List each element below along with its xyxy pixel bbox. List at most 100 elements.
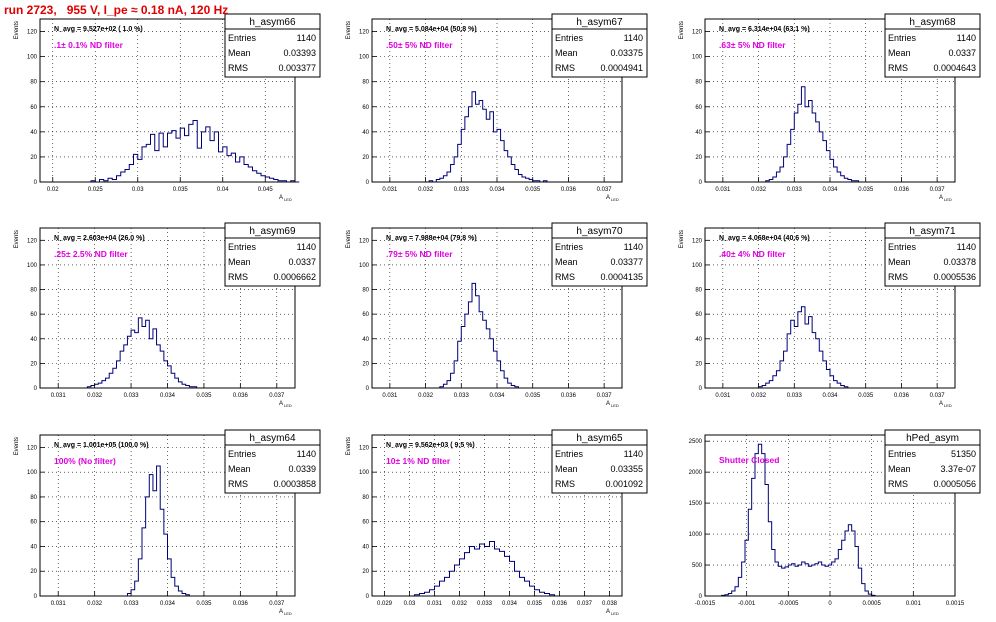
panel-h_asym64: 0.031 0.032 0.033 0.034 0.035 0.036 0.037 0 20 40… xyxy=(14,429,321,616)
y-axis-title: Events xyxy=(346,21,352,39)
x-tick-label: 0.045 xyxy=(258,187,274,193)
x-axis-title-subscript: LED xyxy=(611,197,619,202)
y-tick-label: 20 xyxy=(30,569,37,575)
x-tick-label: 0.037 xyxy=(577,601,593,607)
x-tick-label: 0.034 xyxy=(160,601,176,607)
stats-label: Mean xyxy=(555,464,578,474)
stats-label: Mean xyxy=(555,48,578,58)
x-tick-label: 0.032 xyxy=(87,393,103,399)
x-axis-title-subscript: LED xyxy=(284,197,292,202)
x-tick-label: 0.037 xyxy=(269,393,285,399)
stats-value: 51350 xyxy=(951,449,976,459)
filter-annotation: .40± 4% ND filter xyxy=(719,249,786,259)
x-axis-title: A xyxy=(939,401,943,407)
stats-title: hPed_asym xyxy=(906,433,959,444)
panel-h_asym69: 0.031 0.032 0.033 0.034 0.035 0.036 0.037 0 20 40… xyxy=(14,222,321,408)
y-tick-label: 120 xyxy=(359,30,370,36)
x-tick-label: 0.001 xyxy=(906,601,922,607)
stats-title: h_asym66 xyxy=(249,17,296,28)
stats-value: 3.37e-07 xyxy=(940,464,976,474)
stats-value: 1140 xyxy=(957,33,976,43)
y-tick-label: 0 xyxy=(366,180,370,186)
y-tick-label: 60 xyxy=(30,105,37,111)
x-tick-label: 0.037 xyxy=(597,187,613,193)
x-tick-label: 0.035 xyxy=(525,187,541,193)
x-tick-label: 0.036 xyxy=(561,393,577,399)
y-tick-label: 40 xyxy=(695,130,702,136)
x-tick-label: 0.031 xyxy=(715,187,731,193)
y-tick-label: 20 xyxy=(362,361,369,367)
stats-label: Entries xyxy=(555,242,584,252)
y-axis-title: Events xyxy=(346,230,352,248)
stats-value: 0.0339 xyxy=(288,464,316,474)
filter-annotation: .50± 5% ND filter xyxy=(386,40,453,50)
x-axis-title: A xyxy=(279,195,283,201)
stats-label: RMS xyxy=(228,272,248,282)
x-tick-label: 0.033 xyxy=(454,393,470,399)
x-tick-label: 0.025 xyxy=(88,187,104,193)
x-tick-label: 0.032 xyxy=(751,393,767,399)
y-tick-label: 1000 xyxy=(689,532,703,538)
y-tick-label: 40 xyxy=(362,337,369,343)
filter-annotation: Shutter Closed xyxy=(719,455,779,465)
y-tick-label: 100 xyxy=(692,263,703,269)
stats-label: Entries xyxy=(888,242,917,252)
y-tick-label: 100 xyxy=(359,470,370,476)
filter-annotation: 10± 1% ND filter xyxy=(386,456,451,466)
x-tick-label: 0.033 xyxy=(454,187,470,193)
filter-annotation: .25± 2.5% ND filter xyxy=(54,249,128,259)
stats-title: h_asym70 xyxy=(576,226,623,237)
y-tick-label: 20 xyxy=(695,361,702,367)
x-tick-label: 0.035 xyxy=(196,601,212,607)
y-axis-title: Events xyxy=(14,437,20,455)
stats-value: 0.0003858 xyxy=(273,479,316,489)
stats-label: RMS xyxy=(228,63,248,73)
navg-label: N_avg = 4.068e+04 (40.6 %) xyxy=(719,235,810,242)
y-tick-label: 0 xyxy=(699,180,703,186)
x-tick-label: 0.04 xyxy=(217,187,229,193)
stats-value: 1140 xyxy=(624,33,643,43)
panel-h_asym66: 0.02 0.025 0.03 0.035 0.04 0.045 0 20 40 60 80 100 1… xyxy=(14,13,321,202)
stats-box xyxy=(551,444,648,494)
x-tick-label: 0.02 xyxy=(47,187,59,193)
y-tick-label: 0 xyxy=(699,594,703,600)
y-tick-label: 40 xyxy=(30,130,37,136)
x-tick-label: 0.034 xyxy=(822,187,838,193)
y-tick-label: 0 xyxy=(34,594,38,600)
stats-value: 1140 xyxy=(297,242,316,252)
stats-box xyxy=(884,237,981,287)
x-tick-label: 0.033 xyxy=(477,601,493,607)
stats-value: 0.001092 xyxy=(605,479,643,489)
navg-label: N_avg = 2.603e+04 (26.0 %) xyxy=(54,235,145,242)
x-tick-label: 0.035 xyxy=(858,187,874,193)
y-tick-label: 0 xyxy=(34,180,38,186)
navg-label: N_avg = 9.562e+03 ( 9.5 %) xyxy=(386,442,475,449)
navg-label: N_avg = 9.527e+02 ( 1.0 %) xyxy=(54,26,143,33)
navg-label: N_avg = 5.084e+04 (50.8 %) xyxy=(386,26,477,33)
y-tick-label: 100 xyxy=(27,263,38,269)
stats-value: 0.0004941 xyxy=(600,63,643,73)
x-tick-label: 0.036 xyxy=(561,187,577,193)
x-tick-label: 0.034 xyxy=(822,393,838,399)
y-tick-label: 60 xyxy=(695,105,702,111)
x-tick-label: -0.0015 xyxy=(695,601,716,607)
stats-title: h_asym69 xyxy=(249,226,296,237)
panel-hPed_asym: -0.0015 -0.001 -0.0005 0 0.0005 0.001 0.0015 0 5… xyxy=(689,429,981,607)
x-tick-label: 0.035 xyxy=(173,187,189,193)
y-tick-label: 20 xyxy=(362,155,369,161)
stats-value: 1140 xyxy=(624,242,643,252)
stats-title: h_asym65 xyxy=(576,433,623,444)
x-tick-label: 0.0015 xyxy=(946,601,965,607)
y-tick-label: 80 xyxy=(30,495,37,501)
y-tick-label: 40 xyxy=(362,544,369,550)
y-tick-label: 120 xyxy=(692,30,703,36)
stats-label: Mean xyxy=(228,257,251,267)
y-tick-label: 120 xyxy=(27,238,38,244)
x-tick-label: 0.035 xyxy=(858,393,874,399)
x-axis-title: A xyxy=(606,401,610,407)
y-tick-label: 500 xyxy=(692,563,703,569)
stats-value: 0.0004643 xyxy=(933,63,976,73)
y-tick-label: 2500 xyxy=(689,439,703,445)
y-tick-label: 120 xyxy=(359,445,370,451)
